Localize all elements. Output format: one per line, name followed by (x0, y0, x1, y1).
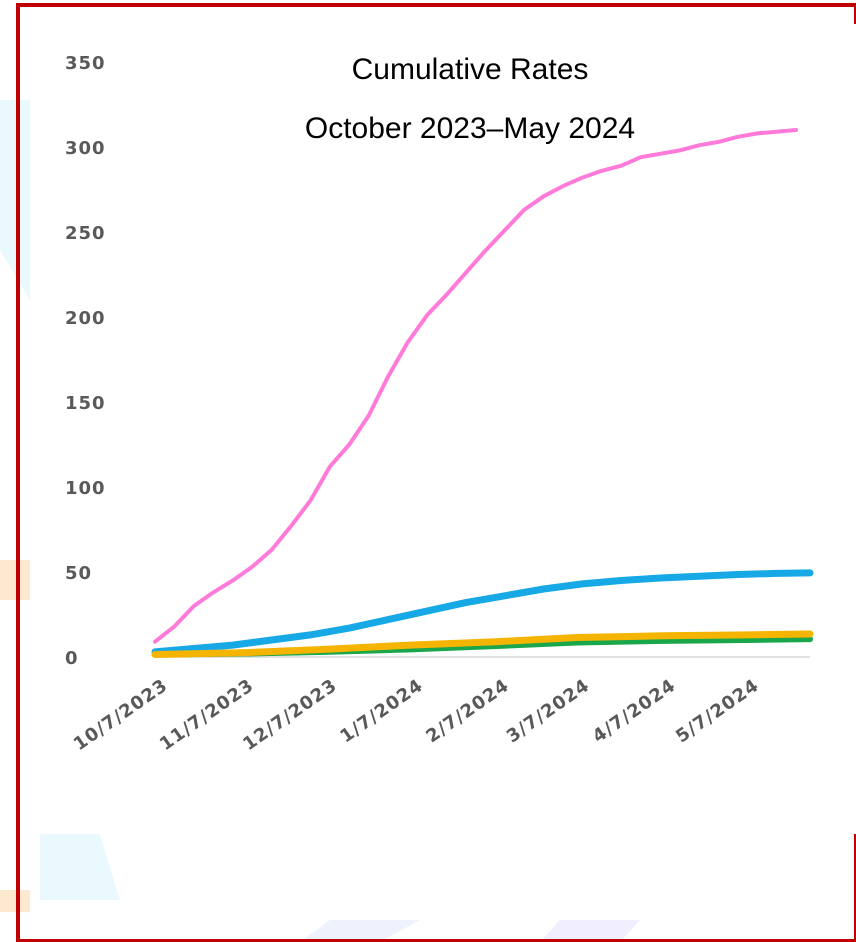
series-line-2 (151, 569, 814, 656)
y-axis-ticks: 0 50 100 150 200 250 300 350 (65, 53, 106, 669)
bg-orange-bar-bottom (0, 890, 30, 912)
chart-title-line-1: Cumulative Rates (352, 53, 589, 86)
x-tick-label: 2/7/2024 (422, 675, 513, 747)
y-tick-label: 50 (65, 563, 92, 584)
x-tick-label: 12/7/2023 (239, 675, 341, 755)
red-frame-border (16, 3, 856, 942)
y-tick-label: 350 (65, 53, 106, 74)
x-tick-label: 4/7/2024 (589, 675, 680, 747)
plot-card (30, 24, 856, 834)
bg-purple-shape-bottom (540, 920, 640, 942)
series-line-4 (151, 630, 814, 658)
y-tick-label: 150 (65, 393, 106, 414)
y-tick-label: 100 (65, 478, 106, 499)
series-lines (151, 128, 814, 658)
y-tick-label: 300 (65, 138, 106, 159)
chart-title-line-2: October 2023–May 2024 (305, 112, 635, 145)
series-line-1 (153, 128, 799, 644)
bg-orange-bar-top (0, 560, 30, 600)
x-tick-label: 3/7/2024 (503, 675, 594, 747)
x-tick-label: 10/7/2023 (70, 675, 172, 755)
y-tick-label: 200 (65, 308, 106, 329)
bg-blue-shape-topleft (0, 100, 30, 300)
bg-blue-shape-bottom (300, 920, 420, 942)
y-tick-label: 0 (65, 648, 79, 669)
x-axis-ticks: 10/7/202311/7/202312/7/20231/7/20242/7/2… (70, 675, 763, 755)
y-tick-label: 250 (65, 223, 106, 244)
x-tick-label: 1/7/2024 (336, 675, 427, 747)
x-tick-label: 5/7/2024 (672, 675, 763, 747)
